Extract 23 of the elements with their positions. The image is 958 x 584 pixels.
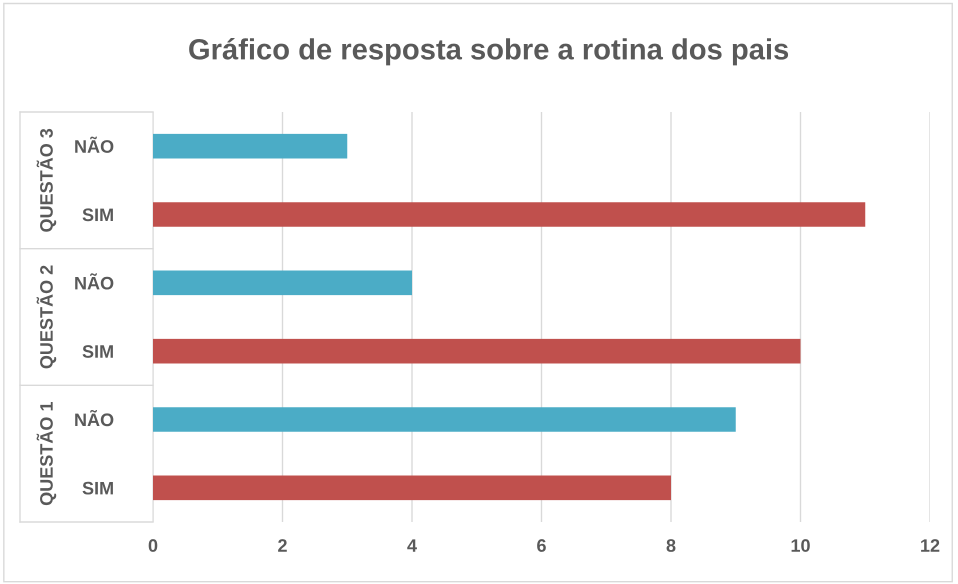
y-tick-label: NÃO <box>75 136 114 153</box>
text: QUESTÃO 2 <box>36 266 56 368</box>
bar <box>153 476 671 500</box>
x-tick-label: 12 <box>921 539 940 552</box>
x-tick-label: 0 <box>148 539 158 552</box>
bar <box>153 134 348 158</box>
x-tick-label: 4 <box>407 539 417 552</box>
bar <box>153 407 736 432</box>
x-tick-label: 6 <box>537 539 546 552</box>
bar <box>153 270 412 296</box>
bar <box>153 338 800 364</box>
x-tick-label: 2 <box>278 539 287 552</box>
y-tick-label: NÃO <box>75 410 114 426</box>
y-tick-label: SIM <box>82 482 113 495</box>
bar <box>153 202 866 227</box>
x-tick-label: 10 <box>792 539 810 552</box>
text: QUESTÃO 3 <box>36 128 56 232</box>
chart-title: Gráfico de resposta sobre a rotina dos pais <box>189 38 788 66</box>
y-tick-label: NÃO <box>75 273 114 290</box>
y-tick-label: SIM <box>82 208 113 222</box>
text: QUESTÃO 1 <box>36 402 56 506</box>
y-tick-label: SIM <box>82 345 113 358</box>
x-tick-label: 8 <box>666 539 676 552</box>
